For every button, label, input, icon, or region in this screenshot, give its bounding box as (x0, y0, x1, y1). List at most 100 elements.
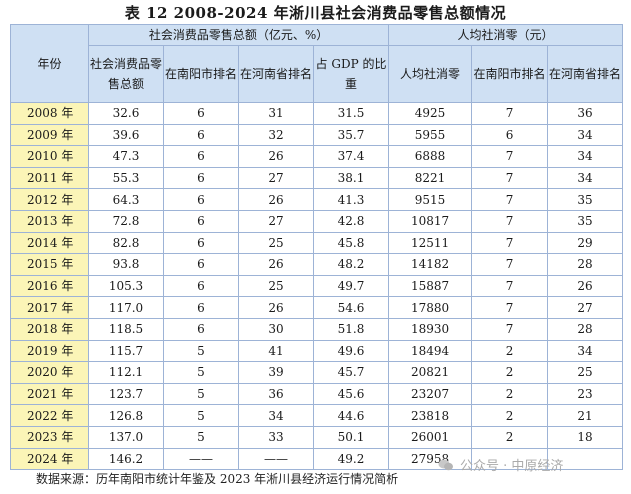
table-cell: 6 (163, 209, 239, 233)
table-cell: 38.1 (312, 166, 390, 190)
table-cell: 34 (238, 404, 314, 427)
table-cell: 49.7 (312, 274, 390, 298)
table-cell: 14182 (388, 253, 473, 276)
table-row: 2019 年 115.7 5 41 49.6 18494 2 34 (10, 339, 624, 363)
table-cell: 32 (238, 123, 314, 147)
year-cell: 2020 年 (10, 361, 89, 384)
table-cell: 64.3 (88, 188, 164, 211)
table-row: 2023 年 137.0 5 33 50.1 26001 2 18 (10, 425, 624, 449)
table-cell: 6 (163, 274, 239, 298)
table-cell: 25 (238, 274, 314, 298)
table-cell: 26 (238, 145, 314, 168)
table-cell: 31 (238, 102, 314, 125)
table-cell: 7 (471, 317, 549, 341)
header-group-percapita: 人均社消零（元） (388, 24, 624, 46)
table-cell: 26 (238, 296, 314, 319)
table-cell: 117.0 (88, 296, 164, 319)
table-cell: 35.7 (312, 123, 390, 147)
table-row: 2014 年 82.8 6 25 45.8 12511 7 29 (10, 231, 624, 255)
table-cell: 5 (163, 425, 239, 449)
table-cell: 2 (471, 382, 549, 406)
table-cell: 28 (547, 253, 624, 276)
table-cell: 34 (547, 145, 624, 168)
table-cell: —— (238, 447, 314, 471)
table-cell: 5 (163, 361, 239, 384)
header-retail-total: 社会消费品零售总额 (88, 45, 164, 103)
table-row: 2010 年 47.3 6 26 37.4 6888 7 34 (10, 145, 624, 168)
table-cell: 7 (471, 145, 549, 168)
table-row: 2020 年 112.1 5 39 45.7 20821 2 25 (10, 361, 624, 384)
table-cell: 5 (163, 339, 239, 363)
table-cell: 2 (471, 425, 549, 449)
table-cell: 26 (238, 188, 314, 211)
table-cell: 45.7 (312, 361, 390, 384)
table-cell: 45.6 (312, 382, 390, 406)
table-cell: 5955 (388, 123, 473, 147)
year-cell: 2023 年 (10, 425, 89, 449)
year-cell: 2017 年 (10, 296, 89, 319)
table-row: 2008 年 32.6 6 31 31.5 4925 7 36 (10, 102, 624, 125)
table-row: 2011 年 55.3 6 27 38.1 8221 7 34 (10, 166, 624, 190)
year-cell: 2015 年 (10, 253, 89, 276)
table-cell: 34 (547, 166, 624, 190)
table-cell: 20821 (388, 361, 473, 384)
table-cell: 105.3 (88, 274, 164, 298)
table-cell: 7 (471, 102, 549, 125)
table-cell: 34 (547, 339, 624, 363)
table-cell: 50.1 (312, 425, 390, 449)
table-cell: 7 (471, 253, 549, 276)
wechat-icon (438, 459, 453, 470)
table-cell: 29 (547, 231, 624, 255)
table-cell: 27 (547, 296, 624, 319)
header-percapita-nanyang-rank: 在南阳市排名 (471, 45, 549, 103)
table-cell: 9515 (388, 188, 473, 211)
year-cell: 2012 年 (10, 188, 89, 211)
table-cell: 17880 (388, 296, 473, 319)
table-cell: 26 (547, 274, 624, 298)
table-cell: —— (163, 447, 239, 471)
table-cell: 146.2 (88, 447, 164, 471)
table-cell: 15887 (388, 274, 473, 298)
table-cell: 26 (238, 253, 314, 276)
table-cell: 51.8 (312, 317, 390, 341)
table-cell: 2 (471, 404, 549, 427)
table-cell: 45.8 (312, 231, 390, 255)
table-cell: 7 (471, 274, 549, 298)
table-cell: 7 (471, 188, 549, 211)
table-row: 2018 年 118.5 6 30 51.8 18930 7 28 (10, 317, 624, 341)
table-cell: 48.2 (312, 253, 390, 276)
table-cell: 72.8 (88, 209, 164, 233)
header-gdp-share: 占 GDP 的比重 (312, 45, 390, 103)
table-cell: 112.1 (88, 361, 164, 384)
table-cell: 26001 (388, 425, 473, 449)
table-cell: 8221 (388, 166, 473, 190)
table-cell: 37.4 (312, 145, 390, 168)
table-cell: 33 (238, 425, 314, 449)
table-cell: 27 (238, 166, 314, 190)
year-cell: 2016 年 (10, 274, 89, 298)
table-cell: 2 (471, 339, 549, 363)
table-row: 2012 年 64.3 6 26 41.3 9515 7 35 (10, 188, 624, 211)
table-cell: 5 (163, 382, 239, 406)
table-cell: 7 (471, 209, 549, 233)
table-cell: 36 (547, 102, 624, 125)
header-nanyang-rank: 在南阳市排名 (163, 45, 239, 103)
table-cell: 47.3 (88, 145, 164, 168)
header-year: 年份 (10, 24, 89, 103)
table-cell: 6 (163, 231, 239, 255)
table-cell: 49.6 (312, 339, 390, 363)
year-cell: 2021 年 (10, 382, 89, 406)
table-cell: 41 (238, 339, 314, 363)
header-henan-rank: 在河南省排名 (238, 45, 314, 103)
table-cell: 6 (163, 296, 239, 319)
table-cell: 42.8 (312, 209, 390, 233)
year-cell: 2018 年 (10, 317, 89, 341)
table-body: 2008 年 32.6 6 31 31.5 4925 7 36 2009 年 39.6 6 32 35.… (10, 102, 624, 471)
table-cell: 21 (547, 404, 624, 427)
data-source-note: 数据来源：历年南阳市统计年鉴及 2023 年淅川县经济运行情况简析 (36, 472, 399, 486)
table-cell: 7 (471, 166, 549, 190)
table-cell: 28 (547, 317, 624, 341)
watermark-text: 公众号 · 中原经济 (460, 459, 564, 474)
table-title: 表 12 2008-2024 年淅川县社会消费品零售总额情况 (124, 4, 507, 22)
table-cell: 27 (238, 209, 314, 233)
